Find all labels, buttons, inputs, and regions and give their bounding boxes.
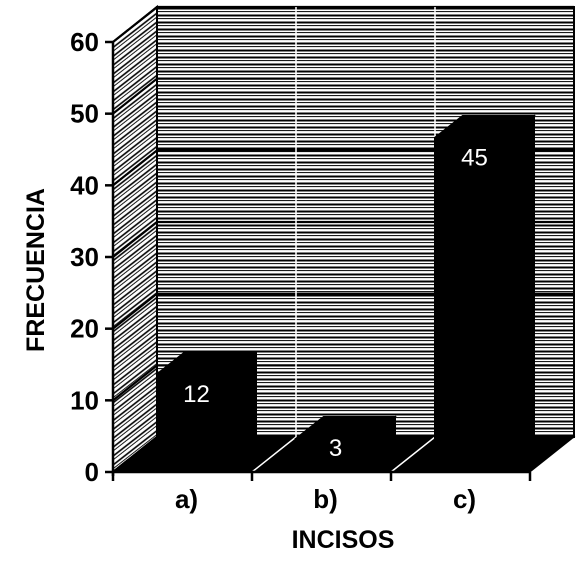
x-category-label: b) bbox=[313, 484, 338, 514]
x-category-label: c) bbox=[453, 484, 476, 514]
y-tick-label: 60 bbox=[70, 27, 99, 57]
bar-2: 3 bbox=[294, 415, 397, 462]
bar-value-label: 12 bbox=[183, 381, 210, 408]
bars: 12 3 45 bbox=[155, 114, 536, 462]
x-axis-title: INCISOS bbox=[292, 526, 395, 554]
y-tick-label: 20 bbox=[70, 314, 99, 344]
bar-side bbox=[228, 350, 257, 462]
bar-side bbox=[506, 114, 535, 462]
y-tick-label: 30 bbox=[70, 242, 99, 272]
x-category-labels: a) b) c) bbox=[175, 484, 476, 514]
y-tick-label: 10 bbox=[70, 385, 99, 415]
bar-front bbox=[434, 137, 507, 461]
y-tick-labels: 0 10 20 30 40 50 60 bbox=[70, 27, 99, 487]
category-divider bbox=[251, 7, 297, 473]
x-category-label: a) bbox=[175, 484, 198, 514]
y-tick-label: 40 bbox=[70, 170, 99, 200]
bar-value-label: 45 bbox=[461, 145, 488, 172]
bar-value-label: 3 bbox=[329, 435, 342, 462]
y-axis-title: FRECUENCIA bbox=[22, 188, 50, 352]
bar-1: 12 bbox=[155, 350, 258, 462]
y-tick-label: 0 bbox=[85, 457, 99, 487]
y-tick-label: 50 bbox=[70, 99, 99, 129]
bar-side bbox=[367, 415, 396, 462]
axes bbox=[105, 40, 532, 481]
bar-3: 45 bbox=[433, 114, 536, 462]
